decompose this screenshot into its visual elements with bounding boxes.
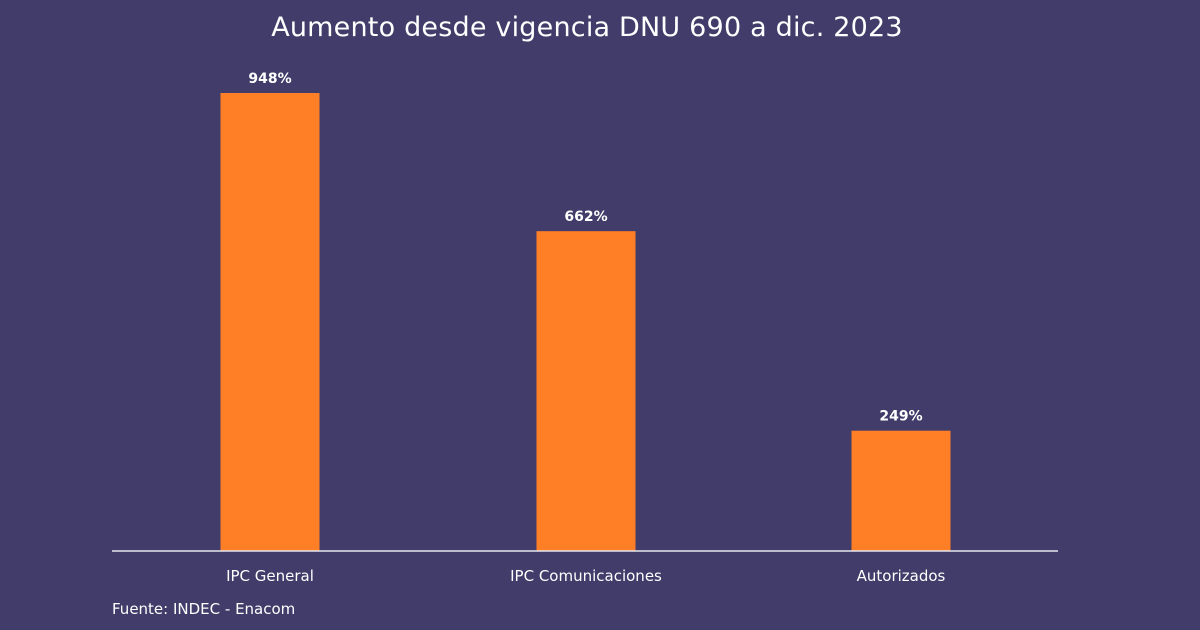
category-labels-layer: IPC General IPC Comunicaciones Autorizados <box>226 567 945 585</box>
bars-layer <box>220 93 951 552</box>
bar-autorizados <box>851 430 951 551</box>
bar-ipc-comunicaciones <box>536 231 636 552</box>
source-note: Fuente: INDEC - Enacom <box>112 600 296 618</box>
category-label: IPC General <box>226 567 314 585</box>
bar-ipc-general <box>220 93 320 551</box>
category-label: IPC Comunicaciones <box>510 567 662 585</box>
chart-title: Aumento desde vigencia DNU 690 a dic. 20… <box>271 12 903 43</box>
data-label: 662% <box>564 209 607 225</box>
data-labels-layer: 948% 662% 249% <box>248 71 922 425</box>
data-label: 948% <box>248 71 291 87</box>
data-label: 249% <box>879 409 922 425</box>
category-label: Autorizados <box>857 567 946 585</box>
